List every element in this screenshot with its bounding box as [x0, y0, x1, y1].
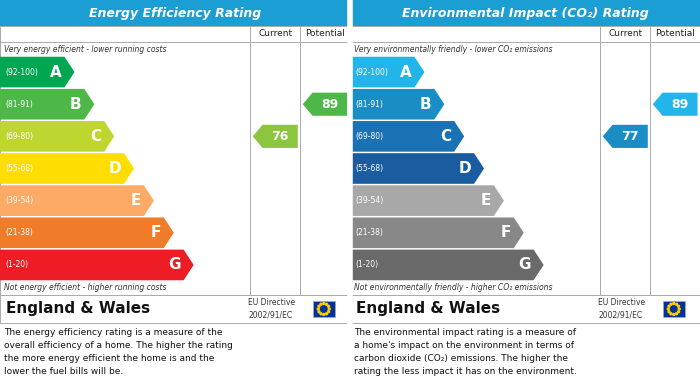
Text: (55-68): (55-68) [355, 164, 383, 173]
Circle shape [668, 311, 670, 313]
Circle shape [328, 305, 330, 307]
Circle shape [318, 305, 320, 307]
Text: Environmental Impact (CO₂) Rating: Environmental Impact (CO₂) Rating [402, 7, 648, 20]
Text: C: C [440, 129, 452, 144]
Text: England & Wales: England & Wales [356, 301, 500, 316]
Circle shape [326, 313, 328, 315]
Bar [350, 26, 700, 295]
Text: G: G [168, 257, 181, 273]
Text: C: C [90, 129, 101, 144]
Polygon shape [0, 249, 194, 280]
Text: (81-91): (81-91) [5, 100, 33, 109]
Polygon shape [603, 125, 648, 148]
Circle shape [328, 311, 330, 313]
Bar [313, 301, 335, 317]
Polygon shape [350, 153, 484, 184]
Text: F: F [150, 225, 161, 240]
Bar [350, 0, 700, 26]
Polygon shape [0, 217, 174, 248]
Circle shape [670, 303, 672, 305]
Circle shape [328, 308, 330, 310]
Circle shape [320, 313, 322, 315]
Polygon shape [350, 121, 464, 152]
Polygon shape [0, 89, 94, 120]
Circle shape [678, 311, 680, 313]
Circle shape [320, 303, 322, 305]
Circle shape [323, 303, 325, 305]
Text: 76: 76 [272, 130, 289, 143]
Text: E: E [130, 193, 141, 208]
Bar [0, 295, 350, 323]
Polygon shape [350, 89, 444, 120]
Polygon shape [0, 121, 114, 152]
Polygon shape [0, 185, 154, 216]
Polygon shape [0, 57, 74, 88]
Circle shape [676, 303, 678, 305]
Circle shape [668, 305, 670, 307]
Text: A: A [50, 65, 62, 80]
Polygon shape [350, 249, 544, 280]
Text: (1-20): (1-20) [5, 260, 28, 269]
Text: Not environmentally friendly - higher CO₂ emissions: Not environmentally friendly - higher CO… [354, 283, 552, 292]
Text: The energy efficiency rating is a measure of the
overall efficiency of a home. T: The energy efficiency rating is a measur… [4, 328, 233, 375]
Text: Not energy efficient - higher running costs: Not energy efficient - higher running co… [4, 283, 167, 292]
Text: 89: 89 [671, 98, 689, 111]
Text: B: B [420, 97, 431, 112]
Circle shape [673, 303, 675, 305]
Polygon shape [350, 185, 504, 216]
Polygon shape [653, 93, 697, 116]
Text: Current: Current [608, 29, 643, 38]
Polygon shape [350, 217, 524, 248]
Text: B: B [70, 97, 81, 112]
Text: 89: 89 [321, 98, 339, 111]
Text: A: A [400, 65, 412, 80]
Text: G: G [518, 257, 531, 273]
Text: D: D [458, 161, 471, 176]
Text: EU Directive
2002/91/EC: EU Directive 2002/91/EC [248, 298, 295, 320]
Text: Potential: Potential [305, 29, 345, 38]
Text: (92-100): (92-100) [5, 68, 38, 77]
Circle shape [678, 305, 680, 307]
Text: E: E [480, 193, 491, 208]
Text: Current: Current [258, 29, 293, 38]
Circle shape [673, 314, 675, 316]
Text: (39-54): (39-54) [355, 196, 384, 205]
Text: (81-91): (81-91) [355, 100, 383, 109]
Text: Very environmentally friendly - lower CO₂ emissions: Very environmentally friendly - lower CO… [354, 45, 552, 54]
Text: (21-38): (21-38) [5, 228, 33, 237]
Text: F: F [500, 225, 511, 240]
Text: Potential: Potential [655, 29, 695, 38]
Text: (69-80): (69-80) [5, 132, 33, 141]
Circle shape [323, 314, 325, 316]
Text: England & Wales: England & Wales [6, 301, 150, 316]
Text: (1-20): (1-20) [355, 260, 378, 269]
Bar [350, 295, 700, 323]
Bar [0, 0, 350, 26]
Circle shape [318, 311, 320, 313]
Text: (39-54): (39-54) [5, 196, 34, 205]
Text: (21-38): (21-38) [355, 228, 383, 237]
Bar [663, 301, 685, 317]
Bar [0, 26, 350, 295]
Circle shape [326, 303, 328, 305]
Text: (69-80): (69-80) [355, 132, 383, 141]
Polygon shape [303, 93, 347, 116]
Circle shape [670, 313, 672, 315]
Polygon shape [253, 125, 298, 148]
Text: D: D [108, 161, 121, 176]
Text: The environmental impact rating is a measure of
a home's impact on the environme: The environmental impact rating is a mea… [354, 328, 577, 375]
Circle shape [667, 308, 669, 310]
Circle shape [317, 308, 319, 310]
Polygon shape [0, 153, 134, 184]
Text: (92-100): (92-100) [355, 68, 388, 77]
Text: Energy Efficiency Rating: Energy Efficiency Rating [89, 7, 261, 20]
Text: Very energy efficient - lower running costs: Very energy efficient - lower running co… [4, 45, 167, 54]
Text: 77: 77 [622, 130, 639, 143]
Text: (55-68): (55-68) [5, 164, 33, 173]
Text: EU Directive
2002/91/EC: EU Directive 2002/91/EC [598, 298, 645, 320]
Polygon shape [350, 57, 424, 88]
Circle shape [676, 313, 678, 315]
Circle shape [678, 308, 680, 310]
